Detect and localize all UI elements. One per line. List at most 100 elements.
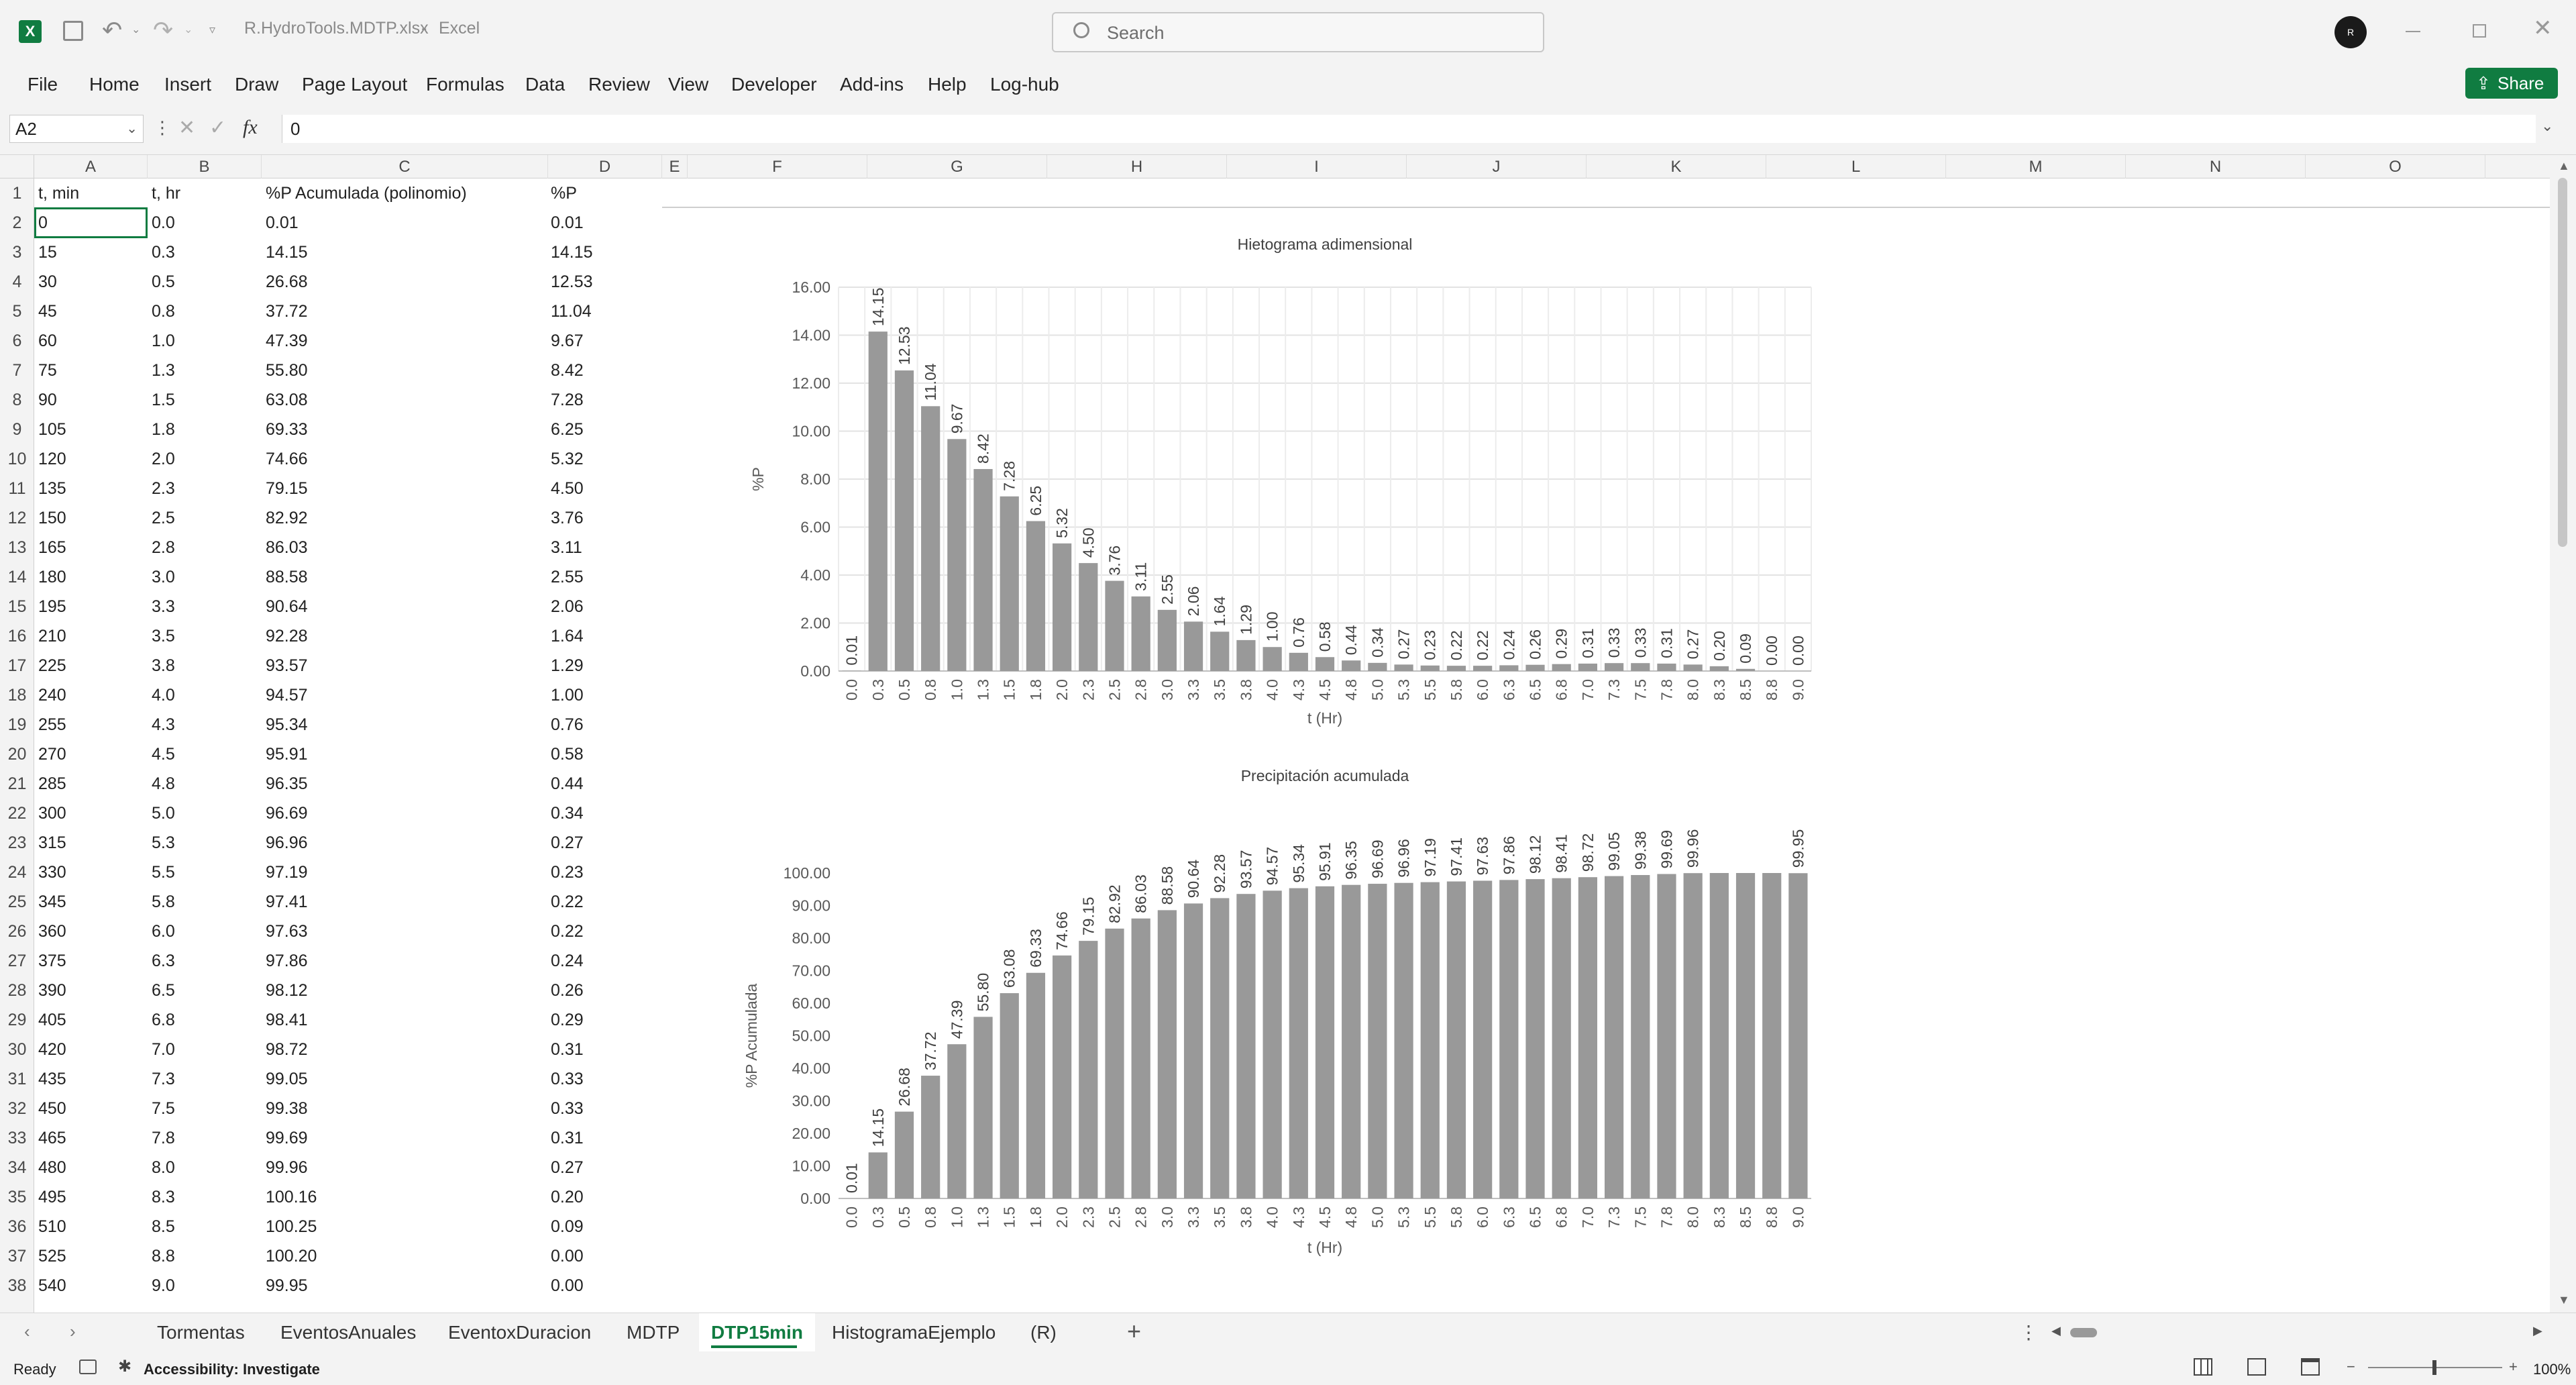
ribbon-tab-add-ins[interactable]: Add-ins	[840, 74, 904, 95]
bar[interactable]	[1183, 903, 1203, 1198]
scroll-down-icon[interactable]: ▼	[2558, 1293, 2570, 1306]
cell-b27[interactable]: 6.3	[152, 952, 175, 970]
cell-d16[interactable]: 1.64	[551, 627, 584, 646]
cell-b14[interactable]: 3.0	[152, 568, 175, 586]
cell-b32[interactable]: 7.5	[152, 1099, 175, 1118]
cell-d7[interactable]: 8.42	[551, 361, 584, 380]
cell-b15[interactable]: 3.3	[152, 597, 175, 616]
cell-a25[interactable]: 345	[38, 892, 66, 911]
row-header-6[interactable]: 6	[12, 331, 22, 350]
bar[interactable]	[1053, 543, 1072, 671]
bar[interactable]	[1289, 888, 1308, 1198]
bar[interactable]	[921, 406, 941, 671]
ribbon-tab-home[interactable]: Home	[89, 74, 140, 95]
cell-d6[interactable]: 9.67	[551, 331, 584, 350]
row-header-18[interactable]: 18	[7, 686, 27, 705]
bar[interactable]	[1578, 877, 1597, 1198]
cell-d22[interactable]: 0.34	[551, 804, 584, 823]
cell-d20[interactable]: 0.58	[551, 745, 584, 764]
header-cell-a1[interactable]: t, min	[38, 184, 80, 203]
cell-d9[interactable]: 6.25	[551, 420, 584, 439]
cell-d38[interactable]: 0.00	[551, 1276, 584, 1295]
scroll-up-icon[interactable]: ▲	[2558, 159, 2570, 172]
bar[interactable]	[1000, 993, 1019, 1198]
bar[interactable]	[947, 439, 967, 671]
vertical-scroll-thumb[interactable]	[2558, 178, 2567, 547]
column-header-k[interactable]: K	[1587, 155, 1766, 178]
customize-qat-icon[interactable]: ▿	[209, 23, 216, 36]
bar[interactable]	[1762, 873, 1782, 1198]
cell-c31[interactable]: 99.05	[266, 1070, 308, 1088]
row-header-36[interactable]: 36	[7, 1217, 27, 1236]
cell-b24[interactable]: 5.5	[152, 863, 175, 882]
cell-a32[interactable]: 450	[38, 1099, 66, 1118]
cell-d23[interactable]: 0.27	[551, 833, 584, 852]
bar[interactable]	[1604, 663, 1624, 671]
row-header-11[interactable]: 11	[8, 479, 26, 498]
row-header-16[interactable]: 16	[7, 627, 27, 646]
sheet-tab-eventoxduracion[interactable]: EventoxDuracion	[448, 1322, 592, 1343]
undo-icon[interactable]: ↶	[102, 16, 123, 44]
cell-c12[interactable]: 82.92	[266, 509, 308, 527]
cell-c13[interactable]: 86.03	[266, 538, 308, 557]
cell-d34[interactable]: 0.27	[551, 1158, 584, 1177]
row-header-33[interactable]: 33	[7, 1129, 27, 1147]
bar[interactable]	[1105, 580, 1124, 671]
horizontal-scrollbar[interactable]: ◀ ▶	[2051, 1323, 2548, 1343]
header-cell-d1[interactable]: %P	[551, 184, 577, 203]
cell-a13[interactable]: 165	[38, 538, 66, 557]
row-header-37[interactable]: 37	[7, 1247, 27, 1266]
cell-b13[interactable]: 2.8	[152, 538, 175, 557]
cell-c4[interactable]: 26.68	[266, 272, 308, 291]
bar[interactable]	[1525, 664, 1545, 671]
vertical-scrollbar[interactable]: ▲ ▼	[2550, 155, 2576, 1313]
cell-c28[interactable]: 98.12	[266, 981, 308, 1000]
cell-a10[interactable]: 120	[38, 450, 66, 468]
cell-a29[interactable]: 405	[38, 1011, 66, 1029]
column-header-c[interactable]: C	[262, 155, 548, 178]
zoom-level[interactable]: 100%	[2533, 1361, 2571, 1378]
name-box-dropdown-icon[interactable]: ⌄	[126, 121, 138, 136]
bar[interactable]	[1420, 882, 1440, 1198]
row-header-29[interactable]: 29	[7, 1011, 27, 1029]
cell-d10[interactable]: 5.32	[551, 450, 584, 468]
cell-d2[interactable]: 0.01	[551, 213, 584, 232]
bar[interactable]	[973, 468, 993, 671]
bar[interactable]	[1709, 873, 1729, 1198]
cell-a4[interactable]: 30	[38, 272, 57, 291]
row-header-9[interactable]: 9	[12, 420, 22, 439]
cell-d21[interactable]: 0.44	[551, 774, 584, 793]
cell-a9[interactable]: 105	[38, 420, 66, 439]
cell-b8[interactable]: 1.5	[152, 391, 175, 409]
sheet-tab-histogramaejemplo[interactable]: HistogramaEjemplo	[832, 1322, 996, 1343]
cell-d19[interactable]: 0.76	[551, 715, 584, 734]
save-icon[interactable]	[63, 21, 83, 41]
cell-c27[interactable]: 97.86	[266, 952, 308, 970]
cell-d25[interactable]: 0.22	[551, 892, 584, 911]
row-header-22[interactable]: 22	[7, 804, 27, 823]
bar[interactable]	[1604, 876, 1624, 1198]
row-header-13[interactable]: 13	[7, 538, 27, 557]
cell-c22[interactable]: 96.69	[266, 804, 308, 823]
next-sheet-icon[interactable]: ›	[70, 1321, 76, 1341]
cell-a17[interactable]: 225	[38, 656, 66, 675]
cell-a8[interactable]: 90	[38, 391, 57, 409]
cell-c38[interactable]: 99.95	[266, 1276, 308, 1295]
bar[interactable]	[1657, 663, 1676, 671]
normal-view-icon[interactable]	[2194, 1358, 2212, 1376]
bar[interactable]	[1157, 910, 1177, 1198]
bar[interactable]	[1183, 621, 1203, 671]
column-header-g[interactable]: G	[867, 155, 1047, 178]
hietograma-chart[interactable]: Hietograma adimensional 0.00 2.00 4.00 6.00 8…	[738, 228, 1831, 738]
previous-sheet-icon[interactable]: ‹	[24, 1321, 30, 1341]
row-header-28[interactable]: 28	[7, 981, 27, 1000]
cell-d11[interactable]: 4.50	[551, 479, 584, 498]
row-header-5[interactable]: 5	[12, 302, 22, 321]
row-header-3[interactable]: 3	[12, 243, 22, 262]
cell-b10[interactable]: 2.0	[152, 450, 175, 468]
cell-b31[interactable]: 7.3	[152, 1070, 175, 1088]
row-header-8[interactable]: 8	[12, 391, 22, 409]
row-header-31[interactable]: 31	[7, 1070, 27, 1088]
cell-b33[interactable]: 7.8	[152, 1129, 175, 1147]
bar[interactable]	[1473, 880, 1493, 1198]
